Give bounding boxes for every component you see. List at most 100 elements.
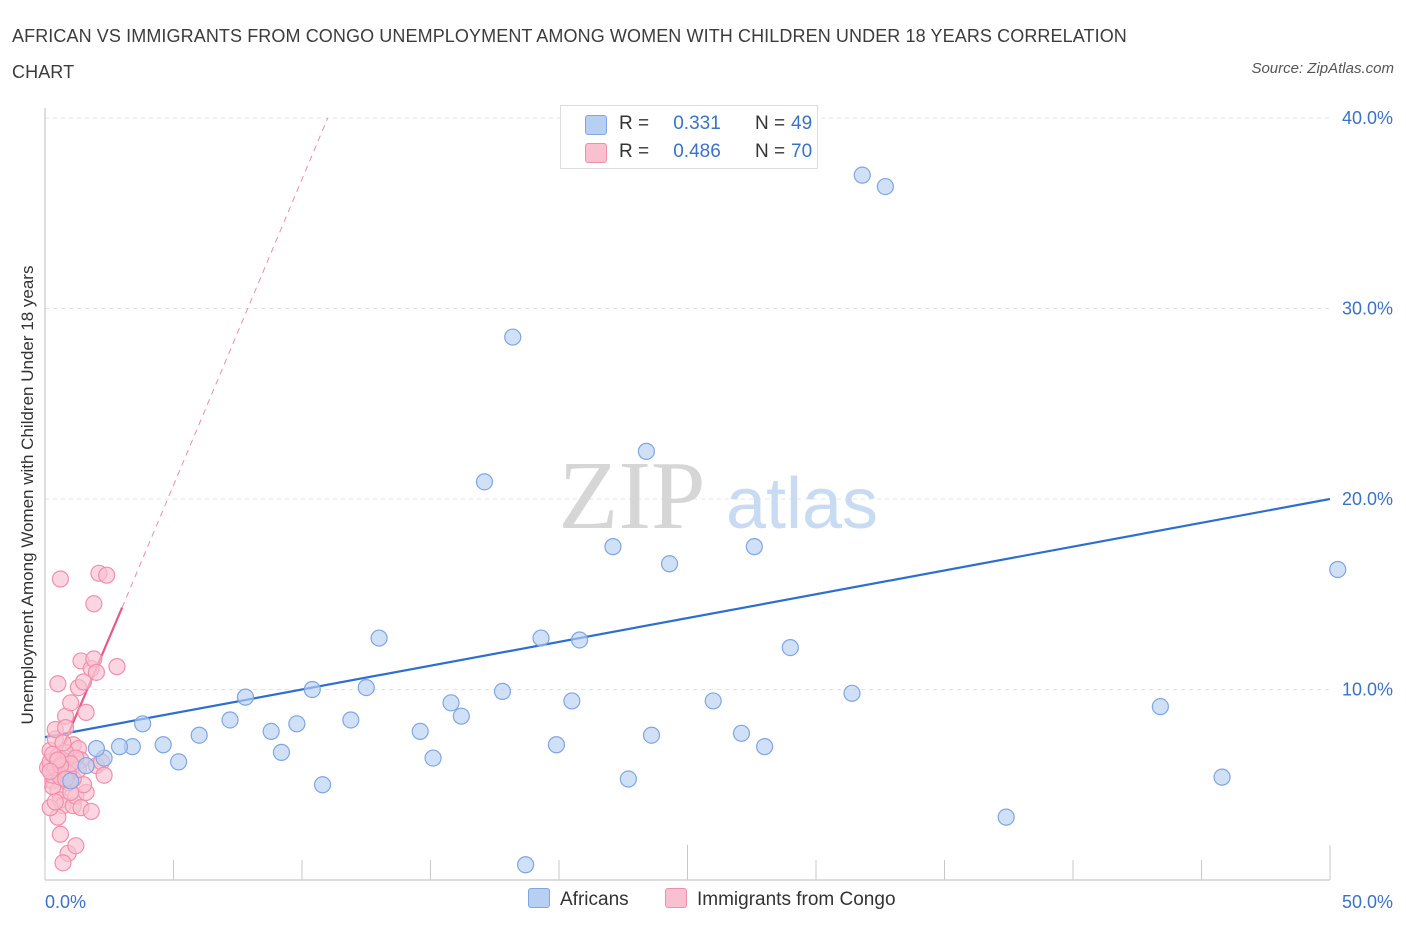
africans-point bbox=[357, 678, 375, 697]
legend-r-label: R = bbox=[619, 113, 650, 134]
africans-point bbox=[532, 629, 550, 647]
congo-point bbox=[56, 718, 75, 737]
legend-r-value: 0.486 bbox=[673, 141, 721, 162]
watermark-atlas: atlas bbox=[726, 464, 878, 544]
africans-point bbox=[370, 629, 388, 647]
legend-n-value: 70 bbox=[791, 141, 813, 162]
congo-point bbox=[46, 793, 64, 811]
y-tick-label: 40.0% bbox=[1342, 108, 1393, 128]
africans-point bbox=[504, 328, 522, 346]
watermark: ZIP atlas bbox=[559, 442, 879, 550]
tick-labels: 10.0% 20.0% 30.0% 40.0% 0.0% 50.0% bbox=[45, 108, 1393, 912]
africans-point bbox=[1151, 698, 1169, 716]
africans-point bbox=[452, 707, 470, 725]
series-legend-africans: Africans bbox=[528, 888, 629, 911]
congo-point bbox=[62, 694, 80, 712]
africans-point bbox=[1213, 768, 1231, 786]
congo-point bbox=[41, 762, 59, 781]
africans-point bbox=[442, 694, 460, 712]
source-label: Source: ZipAtlas.com bbox=[1251, 60, 1394, 77]
africans-point bbox=[272, 743, 291, 761]
africans-point bbox=[704, 692, 722, 710]
congo-point bbox=[95, 766, 113, 784]
africans-point bbox=[342, 711, 360, 729]
africans-point bbox=[604, 538, 622, 556]
grid-lines bbox=[45, 117, 1330, 690]
legend-n-value: 49 bbox=[791, 113, 813, 134]
legend-r-label: R = bbox=[619, 141, 650, 162]
africans-point bbox=[424, 749, 442, 767]
africans-point bbox=[876, 177, 894, 196]
africans-point bbox=[190, 726, 208, 744]
y-tick-label: 20.0% bbox=[1342, 489, 1393, 509]
africans-swatch bbox=[585, 115, 607, 135]
africans-point bbox=[221, 711, 239, 729]
africans-point bbox=[781, 638, 799, 657]
legend-n-label: N = bbox=[755, 113, 786, 134]
africans-point bbox=[303, 680, 321, 699]
y-tick-label: 30.0% bbox=[1342, 299, 1393, 319]
congo-point bbox=[74, 673, 93, 691]
africans-point bbox=[547, 736, 566, 754]
correlation-legend: R = 0.331 N = 49 R = 0.486 N = 70 bbox=[560, 105, 818, 169]
africans-point bbox=[755, 738, 774, 756]
africans-trendline bbox=[44, 497, 1331, 739]
africans-point bbox=[493, 682, 512, 701]
africans-point bbox=[732, 724, 751, 742]
y-tick-label: 10.0% bbox=[1342, 680, 1393, 700]
chart-title: AFRICAN VS IMMIGRANTS FROM CONGO UNEMPLO… bbox=[12, 26, 1127, 82]
africans-point bbox=[563, 692, 581, 710]
africans-point bbox=[87, 739, 106, 758]
africans-point bbox=[619, 770, 637, 788]
series-legend-congo: Immigrants from Congo bbox=[665, 888, 896, 911]
africans-point bbox=[642, 726, 661, 744]
africans-point bbox=[516, 856, 535, 874]
congo-point bbox=[67, 837, 85, 855]
africans-point bbox=[637, 442, 655, 460]
africans-point bbox=[313, 776, 332, 794]
africans-point bbox=[77, 757, 95, 775]
congo-point bbox=[51, 570, 70, 588]
africans-point bbox=[62, 772, 80, 790]
africans-point bbox=[236, 688, 255, 706]
congo-point bbox=[77, 703, 95, 721]
congo-point bbox=[54, 854, 72, 872]
congo-trendline-extension bbox=[121, 117, 329, 608]
africans-point bbox=[660, 555, 679, 573]
africans-point bbox=[570, 631, 589, 649]
congo-swatch bbox=[585, 143, 607, 163]
congo-point bbox=[82, 802, 100, 821]
y-axis-label: Unemployment Among Women with Children U… bbox=[18, 265, 37, 725]
x-tick-label: 50.0% bbox=[1342, 892, 1393, 912]
africans-point bbox=[288, 715, 306, 733]
watermark-zip: ZIP bbox=[559, 442, 706, 550]
congo-legend-label: Immigrants from Congo bbox=[697, 889, 896, 910]
africans-point bbox=[745, 538, 763, 556]
africans-point bbox=[411, 722, 429, 741]
congo-point bbox=[98, 566, 116, 584]
congo-point bbox=[54, 734, 72, 752]
congo-legend-swatch bbox=[665, 888, 687, 908]
legend-n-label: N = bbox=[755, 141, 786, 162]
africans-legend-swatch bbox=[528, 888, 550, 908]
x-tick-label: 0.0% bbox=[45, 892, 86, 912]
africans-point bbox=[853, 166, 871, 184]
congo-point bbox=[87, 663, 106, 681]
legend-r-value: 0.331 bbox=[673, 113, 721, 134]
africans-point bbox=[170, 753, 188, 771]
congo-point bbox=[51, 825, 70, 843]
data-points bbox=[38, 166, 1347, 874]
africans-point bbox=[1329, 560, 1347, 579]
congo-point bbox=[49, 675, 67, 693]
africans-point bbox=[262, 722, 280, 741]
africans-point bbox=[843, 684, 861, 702]
africans-legend-label: Africans bbox=[560, 889, 629, 910]
congo-point bbox=[85, 595, 103, 613]
africans-point bbox=[154, 736, 172, 754]
africans-point bbox=[997, 808, 1015, 826]
africans-point bbox=[134, 715, 152, 733]
congo-point bbox=[108, 658, 126, 676]
africans-point bbox=[475, 473, 494, 491]
africans-point bbox=[110, 738, 129, 756]
